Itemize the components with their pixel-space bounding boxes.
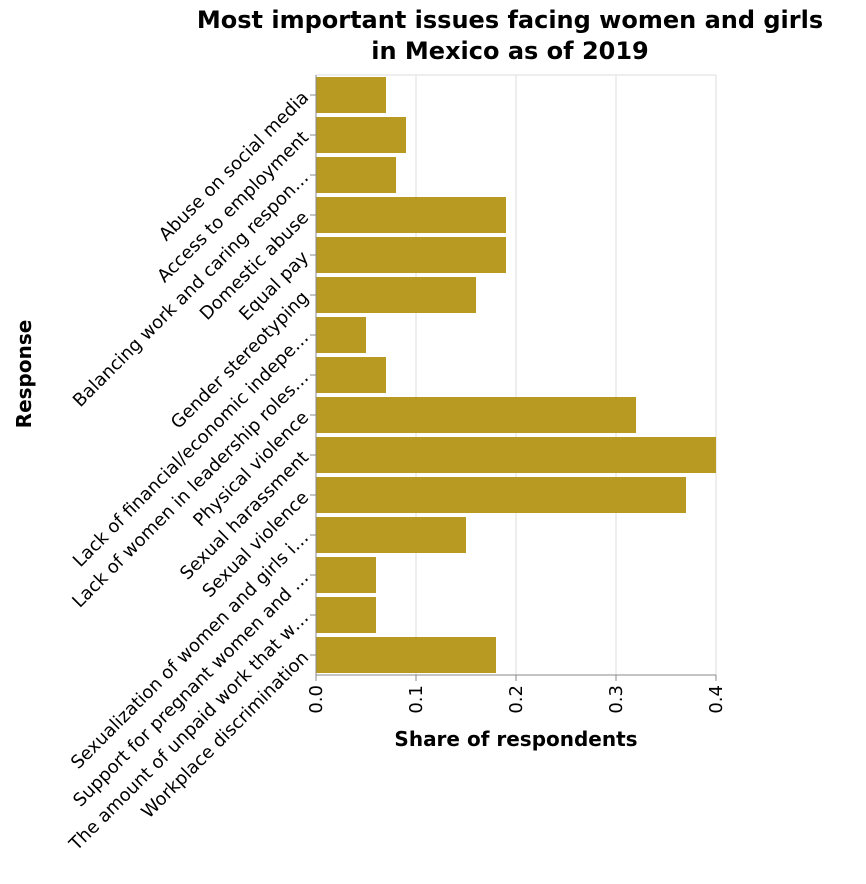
axes (310, 75, 717, 681)
bars (316, 77, 716, 673)
x-tick-label: 0.4 (706, 685, 727, 714)
bar (316, 77, 386, 113)
x-axis-tick-labels: 0.0 0.1 0.2 0.3 0.4 (306, 685, 727, 714)
x-tick-label: 0.0 (306, 685, 327, 714)
bar (316, 277, 476, 313)
bar (316, 517, 466, 553)
x-axis-title: Share of respondents (394, 727, 637, 751)
bar (316, 597, 376, 633)
bar (316, 157, 396, 193)
bar (316, 477, 686, 513)
bar (316, 357, 386, 393)
bar (316, 437, 716, 473)
bar (316, 397, 636, 433)
bar (316, 637, 496, 673)
chart-title-line: in Mexico as of 2019 (371, 37, 649, 65)
chart-title-line: Most important issues facing women and g… (197, 6, 823, 34)
x-tick-label: 0.1 (406, 685, 427, 714)
x-tick-label: 0.2 (506, 685, 527, 714)
y-axis-title: Response (12, 320, 36, 429)
bar (316, 117, 406, 153)
x-tick-label: 0.3 (606, 685, 627, 714)
bar (316, 557, 376, 593)
bar (316, 317, 366, 353)
chart-title: Most important issues facing women and g… (197, 6, 823, 65)
bar (316, 237, 506, 273)
bar (316, 197, 506, 233)
